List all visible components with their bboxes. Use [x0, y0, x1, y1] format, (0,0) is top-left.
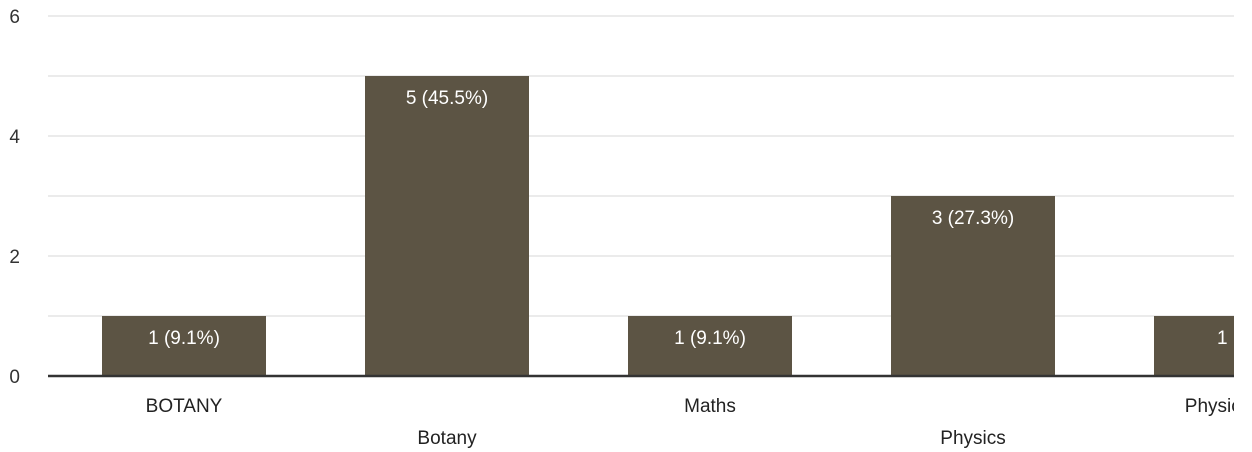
axes: 0 2 4 6 — [9, 7, 1234, 388]
y-tick-label: 6 — [9, 7, 20, 28]
bar — [1154, 316, 1234, 376]
x-category-label: Physics and — [1185, 396, 1252, 417]
x-category-label: Physics — [940, 428, 1005, 449]
x-category-label: Maths — [684, 396, 736, 417]
bars — [102, 76, 1234, 376]
y-tick-label: 2 — [9, 247, 20, 268]
x-category-label: Botany — [417, 428, 477, 449]
bar — [365, 76, 529, 376]
bar-data-label: 1 (9.1%) — [674, 328, 746, 349]
y-tick-label: 4 — [9, 127, 20, 148]
bar — [102, 316, 266, 376]
bar-data-label: 5 (45.5%) — [406, 88, 488, 109]
x-category-label: BOTANY — [146, 396, 223, 417]
bar-data-label: 1 (9.1%) — [148, 328, 220, 349]
bar — [628, 316, 792, 376]
labels: 1 (9.1%) BOTANY 5 (45.5%) Botany 1 (9.1%) Mat… — [146, 88, 1252, 449]
gridlines — [48, 15, 1234, 317]
y-tick-label: 0 — [9, 367, 20, 388]
bar-data-label: 1 (9. — [1217, 328, 1252, 349]
bar — [891, 196, 1055, 376]
bar-data-label: 3 (27.3%) — [932, 208, 1014, 229]
